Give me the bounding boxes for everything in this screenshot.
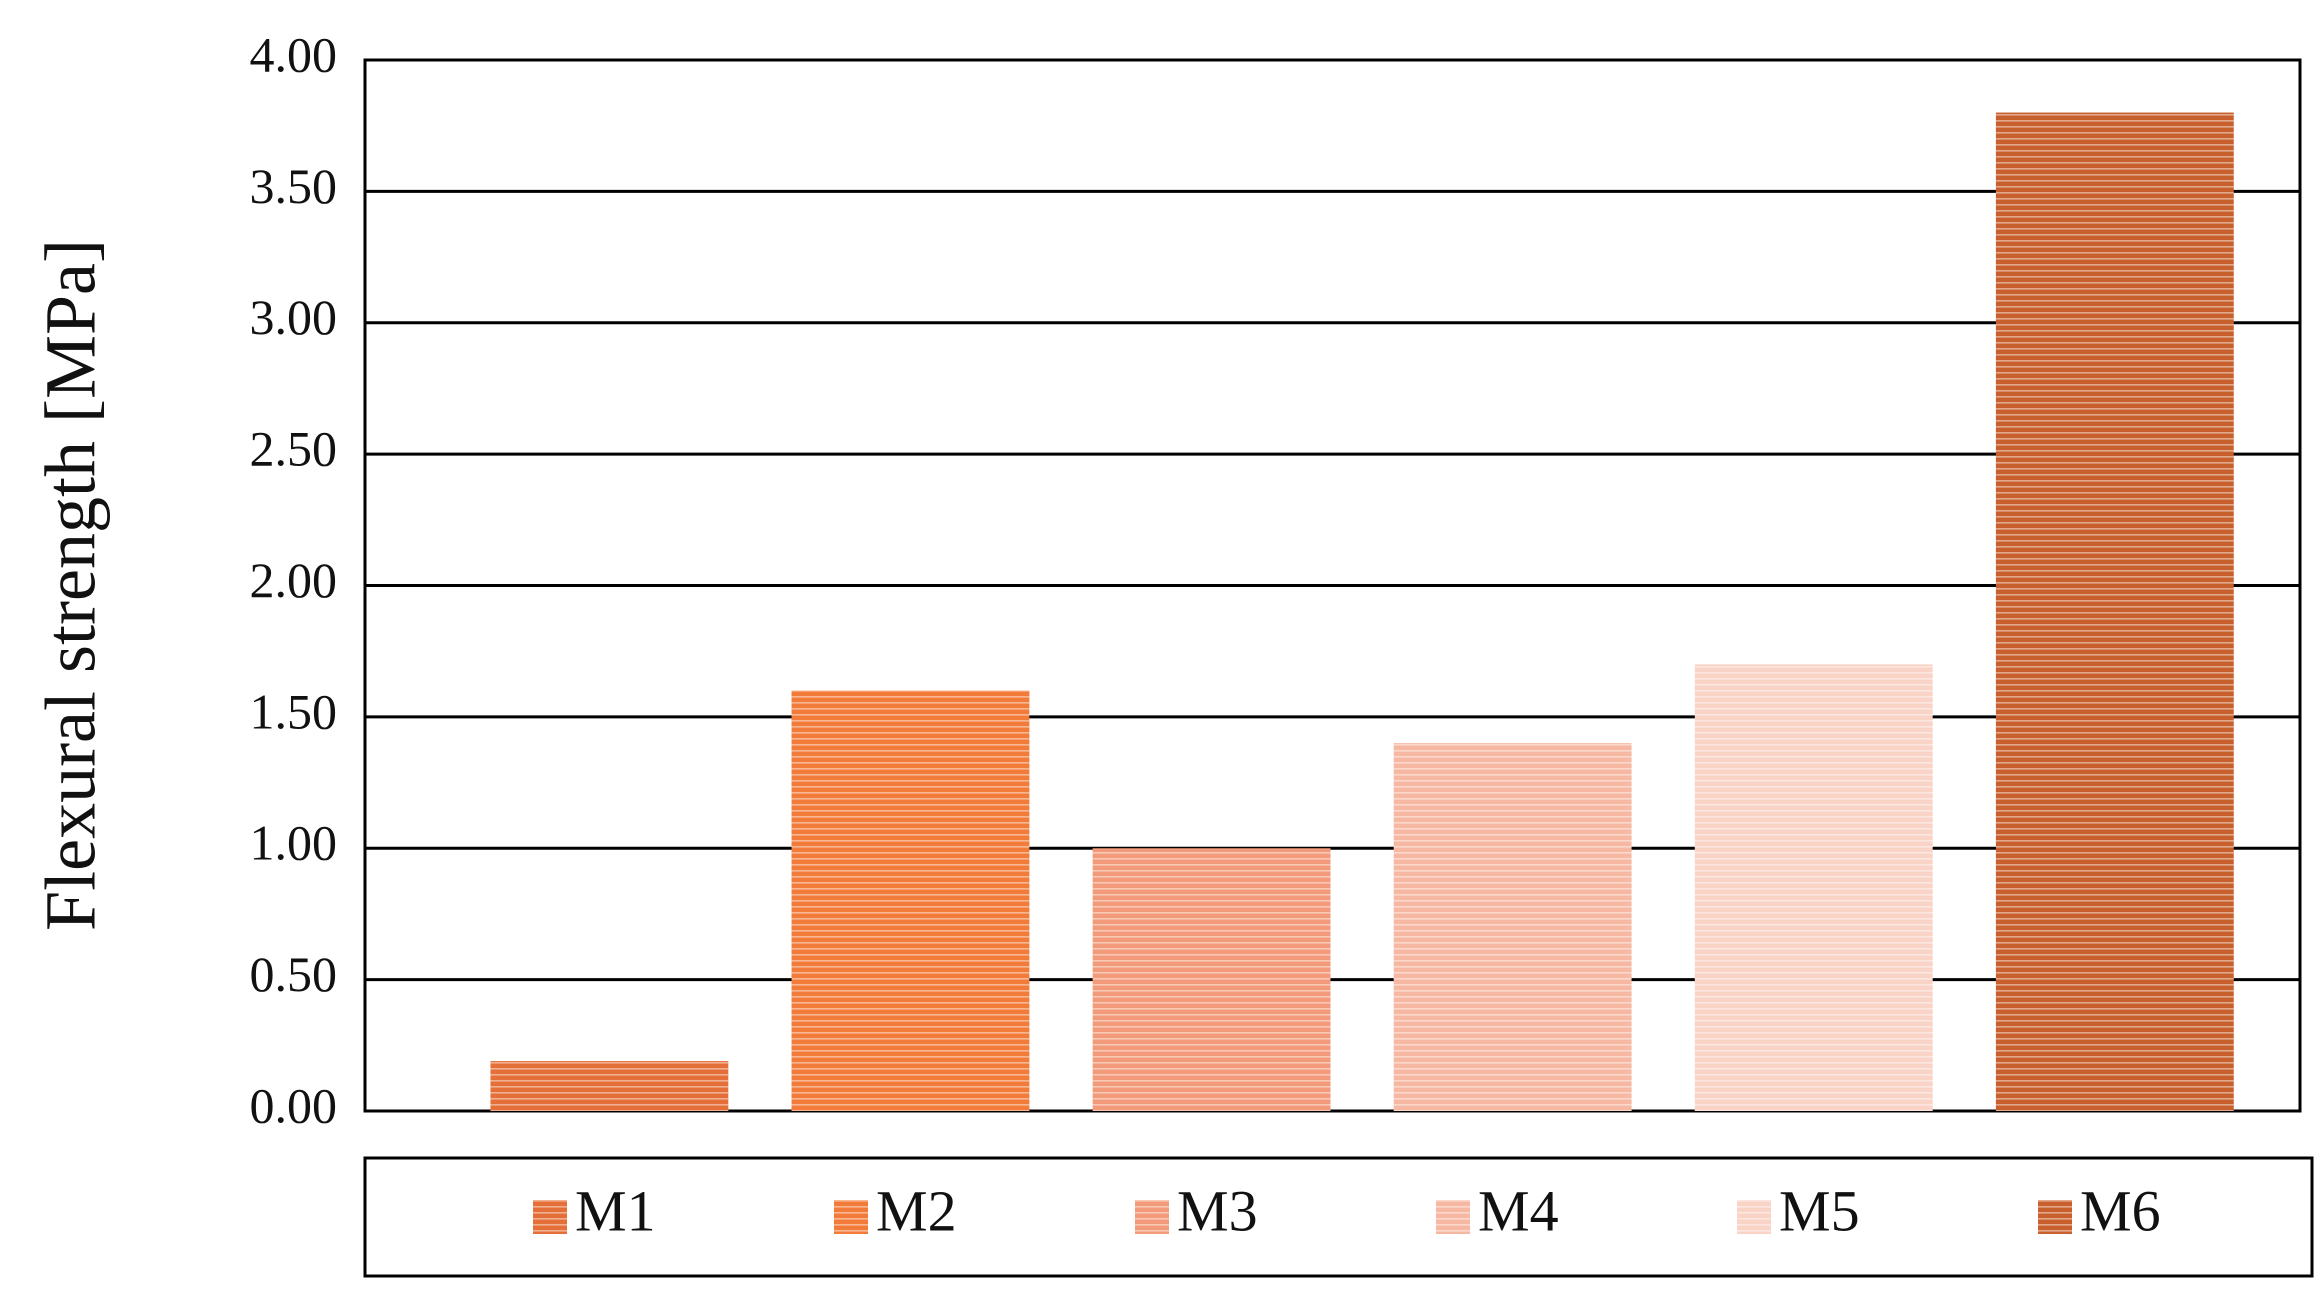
legend-label: M5 <box>1779 1178 1860 1243</box>
y-tick-label: 0.50 <box>250 946 338 1002</box>
y-tick-label: 2.50 <box>250 421 338 477</box>
legend-label: M2 <box>876 1178 957 1243</box>
legend-label: M4 <box>1478 1178 1559 1243</box>
bar-stripes <box>791 690 1030 1111</box>
bar-stripes <box>1995 112 2234 1112</box>
y-tick-label: 1.50 <box>250 683 338 739</box>
legend-swatch-stripes <box>1135 1200 1169 1234</box>
legend-swatch-stripes <box>834 1200 868 1234</box>
legend-swatch-stripes <box>1436 1200 1470 1234</box>
y-tick-label: 0.00 <box>250 1077 338 1133</box>
plot-frame <box>363 58 2302 1113</box>
legend-swatch-stripes <box>1737 1200 1771 1234</box>
legend-label: M1 <box>575 1178 656 1243</box>
bar-stripes <box>490 1061 729 1111</box>
legend-swatch-stripes <box>533 1200 567 1234</box>
legend-label: M3 <box>1177 1178 1258 1243</box>
legend-box <box>363 1156 2314 1278</box>
y-tick-label: 1.00 <box>250 815 338 871</box>
y-axis-label: Flexural strength [MPa] <box>31 239 111 931</box>
y-tick-label: 4.00 <box>250 26 338 82</box>
legend-label: M6 <box>2080 1178 2161 1243</box>
bar-stripes <box>1092 848 1331 1111</box>
bar-stripes <box>1694 664 1933 1111</box>
y-tick-label: 3.00 <box>250 289 338 345</box>
legend-swatch-stripes <box>2038 1200 2072 1234</box>
y-tick-label: 2.00 <box>250 552 338 608</box>
bar-stripes <box>1393 743 1632 1111</box>
y-tick-label: 3.50 <box>250 158 338 214</box>
